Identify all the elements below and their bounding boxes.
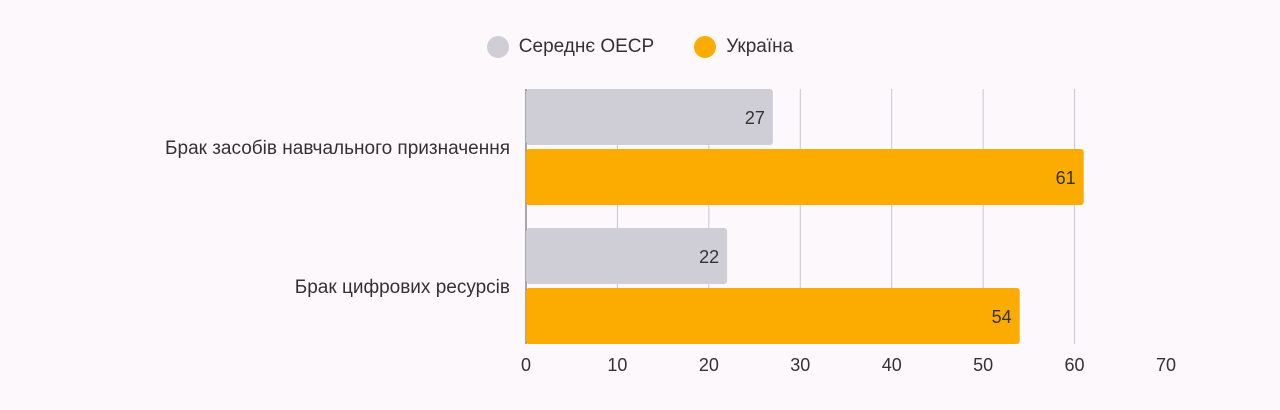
- bar-ukraine-0: [526, 149, 1084, 205]
- bar-oecd-1: [526, 228, 728, 284]
- x-tick-label-50: 50: [973, 355, 993, 375]
- x-tick-label-40: 40: [882, 355, 902, 375]
- x-tick-label-10: 10: [607, 355, 627, 375]
- x-tick-label-70: 70: [1156, 355, 1176, 375]
- bar-ukraine-1: [526, 288, 1020, 344]
- x-tick-label-60: 60: [1065, 355, 1085, 375]
- x-tick-label-20: 20: [699, 355, 719, 375]
- x-tick-label-0: 0: [521, 355, 531, 375]
- category-label-1: Брак цифрових ресурсів: [295, 277, 510, 298]
- legend-swatch-ukraine: [694, 36, 717, 58]
- legend-item-ukraine: Україна: [694, 36, 793, 58]
- data-label-oecd-1: 22: [699, 247, 719, 267]
- data-label-ukraine-1: 54: [992, 307, 1012, 327]
- bar-oecd-0: [526, 89, 773, 145]
- legend-label-oecd: Середнє ОЕСР: [518, 36, 655, 57]
- category-label-0: Брак засобів навчального призначення: [165, 138, 510, 159]
- data-label-ukraine-0: 61: [1056, 168, 1076, 188]
- legend-item-oecd: Середнє ОЕСР: [486, 36, 655, 58]
- data-label-oecd-0: 27: [745, 108, 765, 128]
- x-tick-label-30: 30: [790, 355, 810, 375]
- chart-legend: Середнє ОЕСР Україна: [0, 36, 1280, 58]
- legend-label-ukraine: Україна: [726, 36, 794, 57]
- legend-swatch-oecd: [486, 36, 509, 58]
